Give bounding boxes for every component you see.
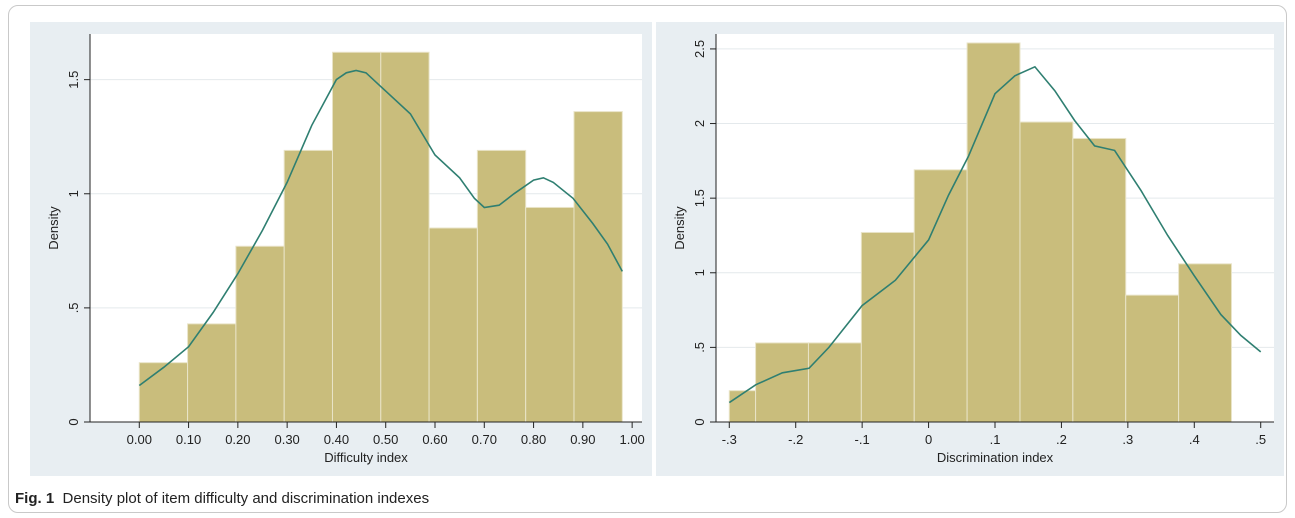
- x-tick-label: 0.90: [570, 432, 595, 447]
- figure-frame: [8, 5, 1287, 513]
- difficulty-density-chart: 0.00 0.10 0.20 0.30 0.40 0.50 0.60 0.70 0.80 0.90…: [30, 22, 652, 476]
- y-axis-title: Density: [46, 206, 61, 250]
- histogram-bar: [138, 362, 189, 423]
- histogram-bar: [913, 169, 968, 423]
- histogram-bar: [1178, 263, 1232, 423]
- x-tick-label: .2: [1056, 432, 1067, 447]
- x-tick-label: 0.40: [324, 432, 349, 447]
- x-tick-label: -.3: [722, 432, 737, 447]
- x-tick-label: 0.60: [422, 432, 447, 447]
- x-tick-label: -.2: [788, 432, 803, 447]
- x-tick-label: -.1: [855, 432, 870, 447]
- histogram-bar: [331, 51, 382, 423]
- y-tick-label: 0: [692, 418, 707, 425]
- caption-text: Density plot of item difficulty and disc…: [62, 490, 430, 507]
- density-curve: [138, 69, 624, 387]
- y-tick-label: 1.5: [66, 71, 81, 89]
- histogram-bar: [728, 390, 757, 423]
- x-tick-label: 0.30: [274, 432, 299, 447]
- x-tick-label: .3: [1122, 432, 1133, 447]
- y-tick-label: 0: [66, 418, 81, 425]
- y-axis-title: Density: [672, 206, 687, 250]
- histogram-bar: [966, 42, 1021, 423]
- y-tick-label: 1: [66, 190, 81, 197]
- histogram-bar: [1019, 121, 1074, 423]
- x-tick-label: 0.20: [225, 432, 250, 447]
- histogram-bar: [283, 149, 333, 423]
- x-tick-label: 1.00: [619, 432, 644, 447]
- x-tick-label: 0.00: [127, 432, 152, 447]
- y-tick-label: 1.5: [692, 189, 707, 207]
- x-tick-label: 0.80: [521, 432, 546, 447]
- histogram-bar: [807, 342, 862, 423]
- histogram-bar: [235, 245, 285, 423]
- figure-caption: Fig. 1 Density plot of item difficulty a…: [15, 490, 429, 507]
- x-axis-title: Difficulty index: [324, 450, 408, 465]
- x-tick-label: .5: [1255, 432, 1266, 447]
- y-tick-label: 2: [692, 120, 707, 127]
- y-tick-label: 1: [692, 269, 707, 276]
- histogram-bar: [573, 111, 623, 423]
- histogram-bar: [755, 342, 809, 423]
- caption-label: Fig. 1: [15, 490, 55, 507]
- y-tick-label: .5: [66, 302, 81, 313]
- histogram-bar: [1072, 137, 1127, 423]
- discrimination-density-chart: -.3 -.2 -.1 0 .1 .2 .3 .4 .5 0 .5 1 1.5 2 2.5 Discrimin…: [656, 22, 1284, 476]
- x-tick-label: .1: [990, 432, 1001, 447]
- histogram-bar: [428, 227, 478, 423]
- y-tick-label: .5: [692, 342, 707, 353]
- x-axis-title: Discrimination index: [937, 450, 1054, 465]
- x-tick-label: 0.50: [373, 432, 398, 447]
- histogram-bar: [380, 51, 430, 423]
- x-tick-label: 0.10: [176, 432, 201, 447]
- x-tick-label: 0.70: [472, 432, 497, 447]
- density-curve: [728, 65, 1262, 404]
- y-tick-label: 2.5: [692, 40, 707, 58]
- histogram-bar: [1125, 294, 1180, 423]
- histogram-bar: [860, 231, 915, 423]
- histogram-bar: [525, 206, 575, 423]
- x-tick-label: 0: [925, 432, 932, 447]
- x-tick-label: .4: [1189, 432, 1200, 447]
